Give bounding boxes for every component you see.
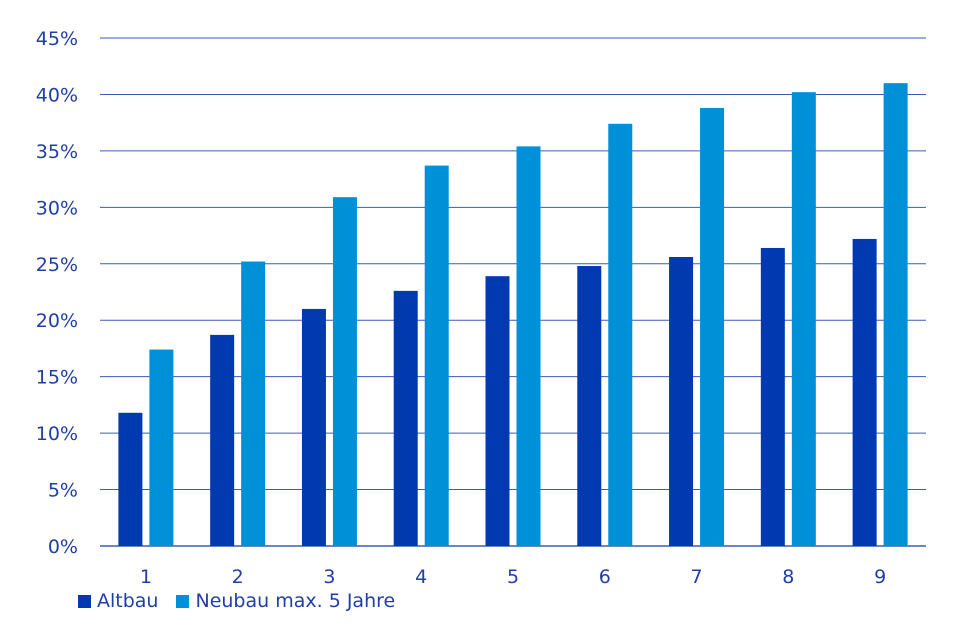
bar-neubau-1[interactable] bbox=[149, 349, 174, 546]
y-tick-label: 30% bbox=[36, 197, 78, 219]
bar-altbau-9[interactable] bbox=[852, 238, 877, 547]
x-tick-label: 6 bbox=[599, 566, 611, 588]
bar-altbau-2[interactable] bbox=[210, 334, 235, 546]
y-tick-label: 35% bbox=[36, 141, 78, 163]
bar-neubau-9[interactable] bbox=[883, 83, 908, 547]
y-tick-label: 5% bbox=[48, 480, 78, 502]
legend: Altbau Neubau max. 5 Jahre bbox=[78, 590, 413, 612]
bar-altbau-6[interactable] bbox=[577, 266, 602, 546]
y-tick-label: 0% bbox=[48, 536, 78, 558]
bar-altbau-1[interactable] bbox=[118, 412, 143, 546]
bar-neubau-8[interactable] bbox=[791, 92, 816, 546]
legend-label-altbau: Altbau bbox=[97, 590, 159, 612]
x-tick-label: 1 bbox=[140, 566, 152, 588]
bar-altbau-8[interactable] bbox=[760, 247, 785, 546]
bar-neubau-2[interactable] bbox=[241, 261, 266, 546]
x-tick-label: 7 bbox=[691, 566, 703, 588]
x-tick-label: 4 bbox=[415, 566, 427, 588]
y-tick-label: 10% bbox=[36, 423, 78, 445]
bar-altbau-5[interactable] bbox=[485, 276, 510, 546]
y-tick-label: 25% bbox=[36, 254, 78, 276]
y-axis-ticks: 0% 5% 10% 15% 20% 25% 30% 35% 40% 45% bbox=[36, 28, 78, 558]
bar-neubau-7[interactable] bbox=[700, 107, 725, 546]
legend-swatch-altbau bbox=[78, 594, 91, 608]
legend-item-altbau[interactable]: Altbau bbox=[78, 590, 158, 612]
bars bbox=[118, 83, 908, 547]
bar-altbau-7[interactable] bbox=[669, 257, 694, 546]
bar-neubau-3[interactable] bbox=[332, 197, 357, 546]
y-tick-label: 45% bbox=[36, 28, 78, 50]
y-tick-label: 40% bbox=[36, 84, 78, 106]
bar-neubau-5[interactable] bbox=[516, 146, 541, 546]
x-tick-label: 2 bbox=[232, 566, 244, 588]
legend-item-neubau[interactable]: Neubau max. 5 Jahre bbox=[176, 590, 395, 612]
y-tick-label: 20% bbox=[36, 310, 78, 332]
legend-swatch-neubau bbox=[176, 594, 190, 608]
x-tick-label: 9 bbox=[874, 566, 886, 588]
legend-label-neubau: Neubau max. 5 Jahre bbox=[195, 590, 396, 612]
x-tick-label: 3 bbox=[323, 566, 335, 588]
x-tick-label: 8 bbox=[782, 566, 794, 588]
x-axis-ticks: 1 2 3 4 5 6 7 8 9 bbox=[140, 566, 886, 588]
bar-altbau-3[interactable] bbox=[301, 308, 326, 546]
bar-neubau-4[interactable] bbox=[424, 165, 449, 546]
gridlines bbox=[100, 37, 926, 547]
bar-altbau-4[interactable] bbox=[393, 290, 418, 546]
x-tick-label: 5 bbox=[507, 566, 519, 588]
y-tick-label: 15% bbox=[36, 367, 78, 389]
bar-neubau-6[interactable] bbox=[608, 123, 633, 546]
